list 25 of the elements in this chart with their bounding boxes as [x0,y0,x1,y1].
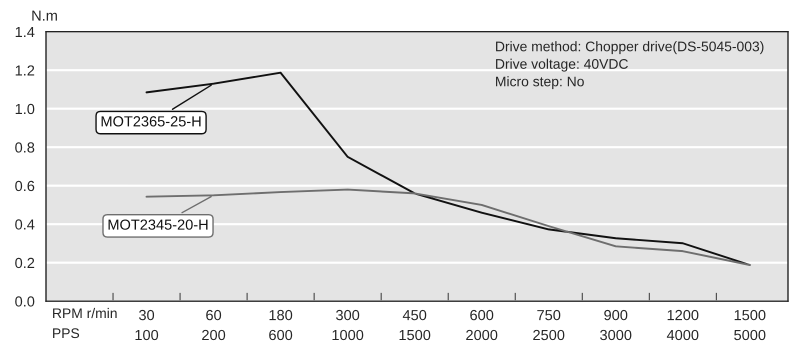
x-tick-label: 1500 5000 [734,310,766,340]
legend-label: MOT2345-20-H [108,219,208,230]
x-tick-label: 1200 4000 [666,310,698,340]
annotation: Drive method: Chopper drive(DS-5045-003) [496,41,764,54]
x-axis-title: RPM r/min PPS [53,308,117,338]
x-tick-label: 300 1000 [332,310,364,340]
x-tick-label: 450 1500 [400,310,430,340]
annotation: Drive voltage: 40VDC [496,58,628,72]
y-tick-label: 0.0 [15,296,34,307]
y-tick-label: 0.6 [15,180,34,192]
x-tick-label: 600 2000 [466,310,498,340]
y-tick-label: 0.8 [15,142,34,153]
x-tick-label: 180 600 [269,310,292,340]
y-tick-label: 0.4 [15,219,34,230]
x-tick-label: 30 100 [135,310,158,340]
y-axis-title: N.m [32,10,57,21]
x-tick-label: 900 3000 [600,310,632,340]
x-tick-label: 750 2500 [533,310,564,340]
x-tick-label: 60 200 [202,310,226,340]
y-tick-label: 1.2 [16,65,34,76]
y-tick-label: 1.4 [16,26,34,37]
legend-label: MOT2365-25-H [102,116,201,126]
y-tick-label: 0.2 [15,258,34,268]
annotation: Micro step: No [496,76,584,90]
y-tick-label: 1.0 [16,104,34,114]
